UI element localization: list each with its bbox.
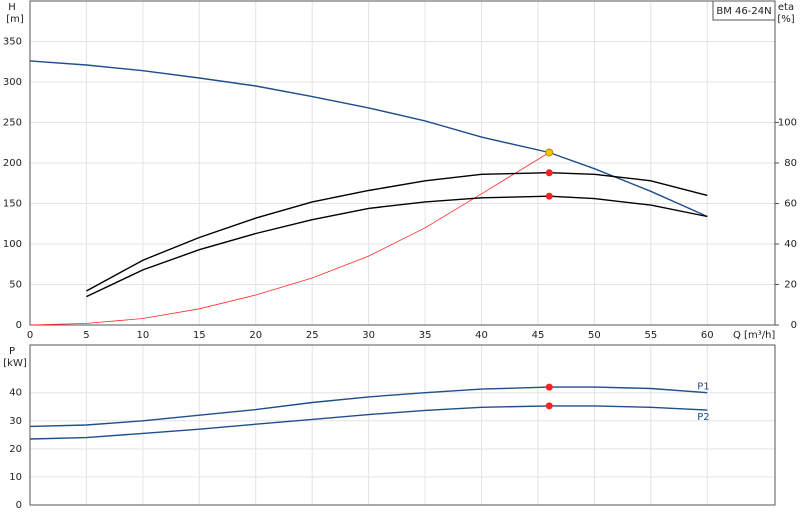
y-tick-label: 250 [3, 118, 22, 129]
series-line [29, 60, 708, 218]
y-tick-label: 300 [3, 77, 22, 88]
y-tick-label: 40 [9, 388, 22, 399]
y2-tick-label: 60 [784, 199, 797, 210]
y-label: P [9, 346, 15, 357]
y2-label: eta [778, 2, 794, 13]
y-tick-label: 50 [9, 280, 22, 291]
x-tick-label: 25 [306, 330, 319, 341]
x-tick-label: 45 [532, 330, 545, 341]
operating-point [545, 148, 554, 157]
x-tick-label: 30 [362, 330, 375, 341]
y-tick-label: 0 [16, 320, 22, 331]
operating-point [545, 402, 553, 410]
operating-point [545, 169, 553, 177]
title-box [712, 0, 776, 21]
x-tick-label: 5 [83, 330, 89, 341]
y2-tick-label: 40 [784, 239, 797, 250]
x-tick-label: 0 [27, 330, 33, 341]
y-tick-label: 30 [9, 416, 22, 427]
series-line [86, 171, 708, 292]
y2-tick-label: 80 [784, 158, 797, 169]
x-tick-label: 50 [588, 330, 601, 341]
y-unit: [m] [6, 14, 24, 25]
y-tick-label: 150 [3, 199, 22, 210]
x-tick-label: 60 [701, 330, 714, 341]
series-line [86, 195, 708, 298]
y-tick-label: 10 [9, 472, 22, 483]
x-tick-label: 40 [475, 330, 488, 341]
series-label: P1 [697, 382, 709, 393]
y-label: H [8, 2, 16, 13]
operating-point [545, 383, 553, 391]
x-tick-label: 55 [644, 330, 657, 341]
y2-unit: [%] [777, 14, 794, 25]
series-label: P2 [697, 412, 709, 423]
x-tick-label: 20 [249, 330, 262, 341]
y-tick-label: 200 [3, 158, 22, 169]
series-line [29, 152, 550, 326]
y-tick-label: 20 [9, 444, 22, 455]
y-tick-label: 350 [3, 37, 22, 48]
plot-frame [29, 344, 776, 506]
plot-frame [29, 0, 776, 326]
chart-title: BM 46-24N [716, 6, 771, 17]
y2-tick-label: 20 [784, 280, 797, 291]
operating-point [545, 192, 553, 200]
y2-tick-label: 0 [791, 320, 797, 331]
y2-tick-label: 100 [778, 118, 797, 129]
x-tick-label: 15 [193, 330, 206, 341]
x-tick-label: 10 [137, 330, 150, 341]
y-tick-label: 0 [16, 500, 22, 511]
y-unit: [kW] [3, 358, 27, 369]
series-line [29, 405, 708, 440]
y-tick-label: 100 [3, 239, 22, 250]
series-line [29, 386, 708, 428]
x-tick-label: 35 [419, 330, 432, 341]
x-label: Q [m³/h] [733, 330, 775, 341]
